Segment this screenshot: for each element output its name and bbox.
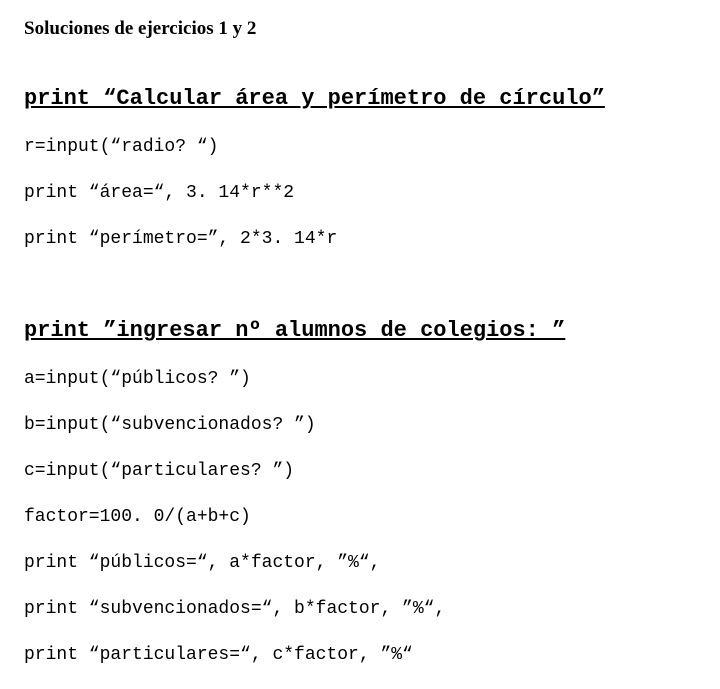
- code-line: print “particulares=“, c*factor, ”%“: [24, 643, 696, 667]
- code-block-1: print “Calcular área y perímetro de círc…: [24, 62, 696, 273]
- code-head-line: print “Calcular área y perímetro de círc…: [24, 84, 696, 114]
- code-line: r=input(“radio? “): [24, 135, 696, 159]
- code-line: print “área=“, 3. 14*r**2: [24, 181, 696, 205]
- code-line: c=input(“particulares? ”): [24, 459, 696, 483]
- code-line: factor=100. 0/(a+b+c): [24, 505, 696, 529]
- code-line: b=input(“subvencionados? ”): [24, 413, 696, 437]
- code-line: print “perímetro=”, 2*3. 14*r: [24, 227, 696, 251]
- page-title: Soluciones de ejercicios 1 y 2: [24, 18, 696, 40]
- code-line: print “públicos=“, a*factor, ”%“,: [24, 551, 696, 575]
- code-line: print “subvencionados=“, b*factor, ”%“,: [24, 597, 696, 621]
- code-head-line: print ”ingresar nº alumnos de colegios: …: [24, 316, 696, 346]
- code-block-2: print ”ingresar nº alumnos de colegios: …: [24, 295, 696, 689]
- code-line: a=input(“públicos? ”): [24, 367, 696, 391]
